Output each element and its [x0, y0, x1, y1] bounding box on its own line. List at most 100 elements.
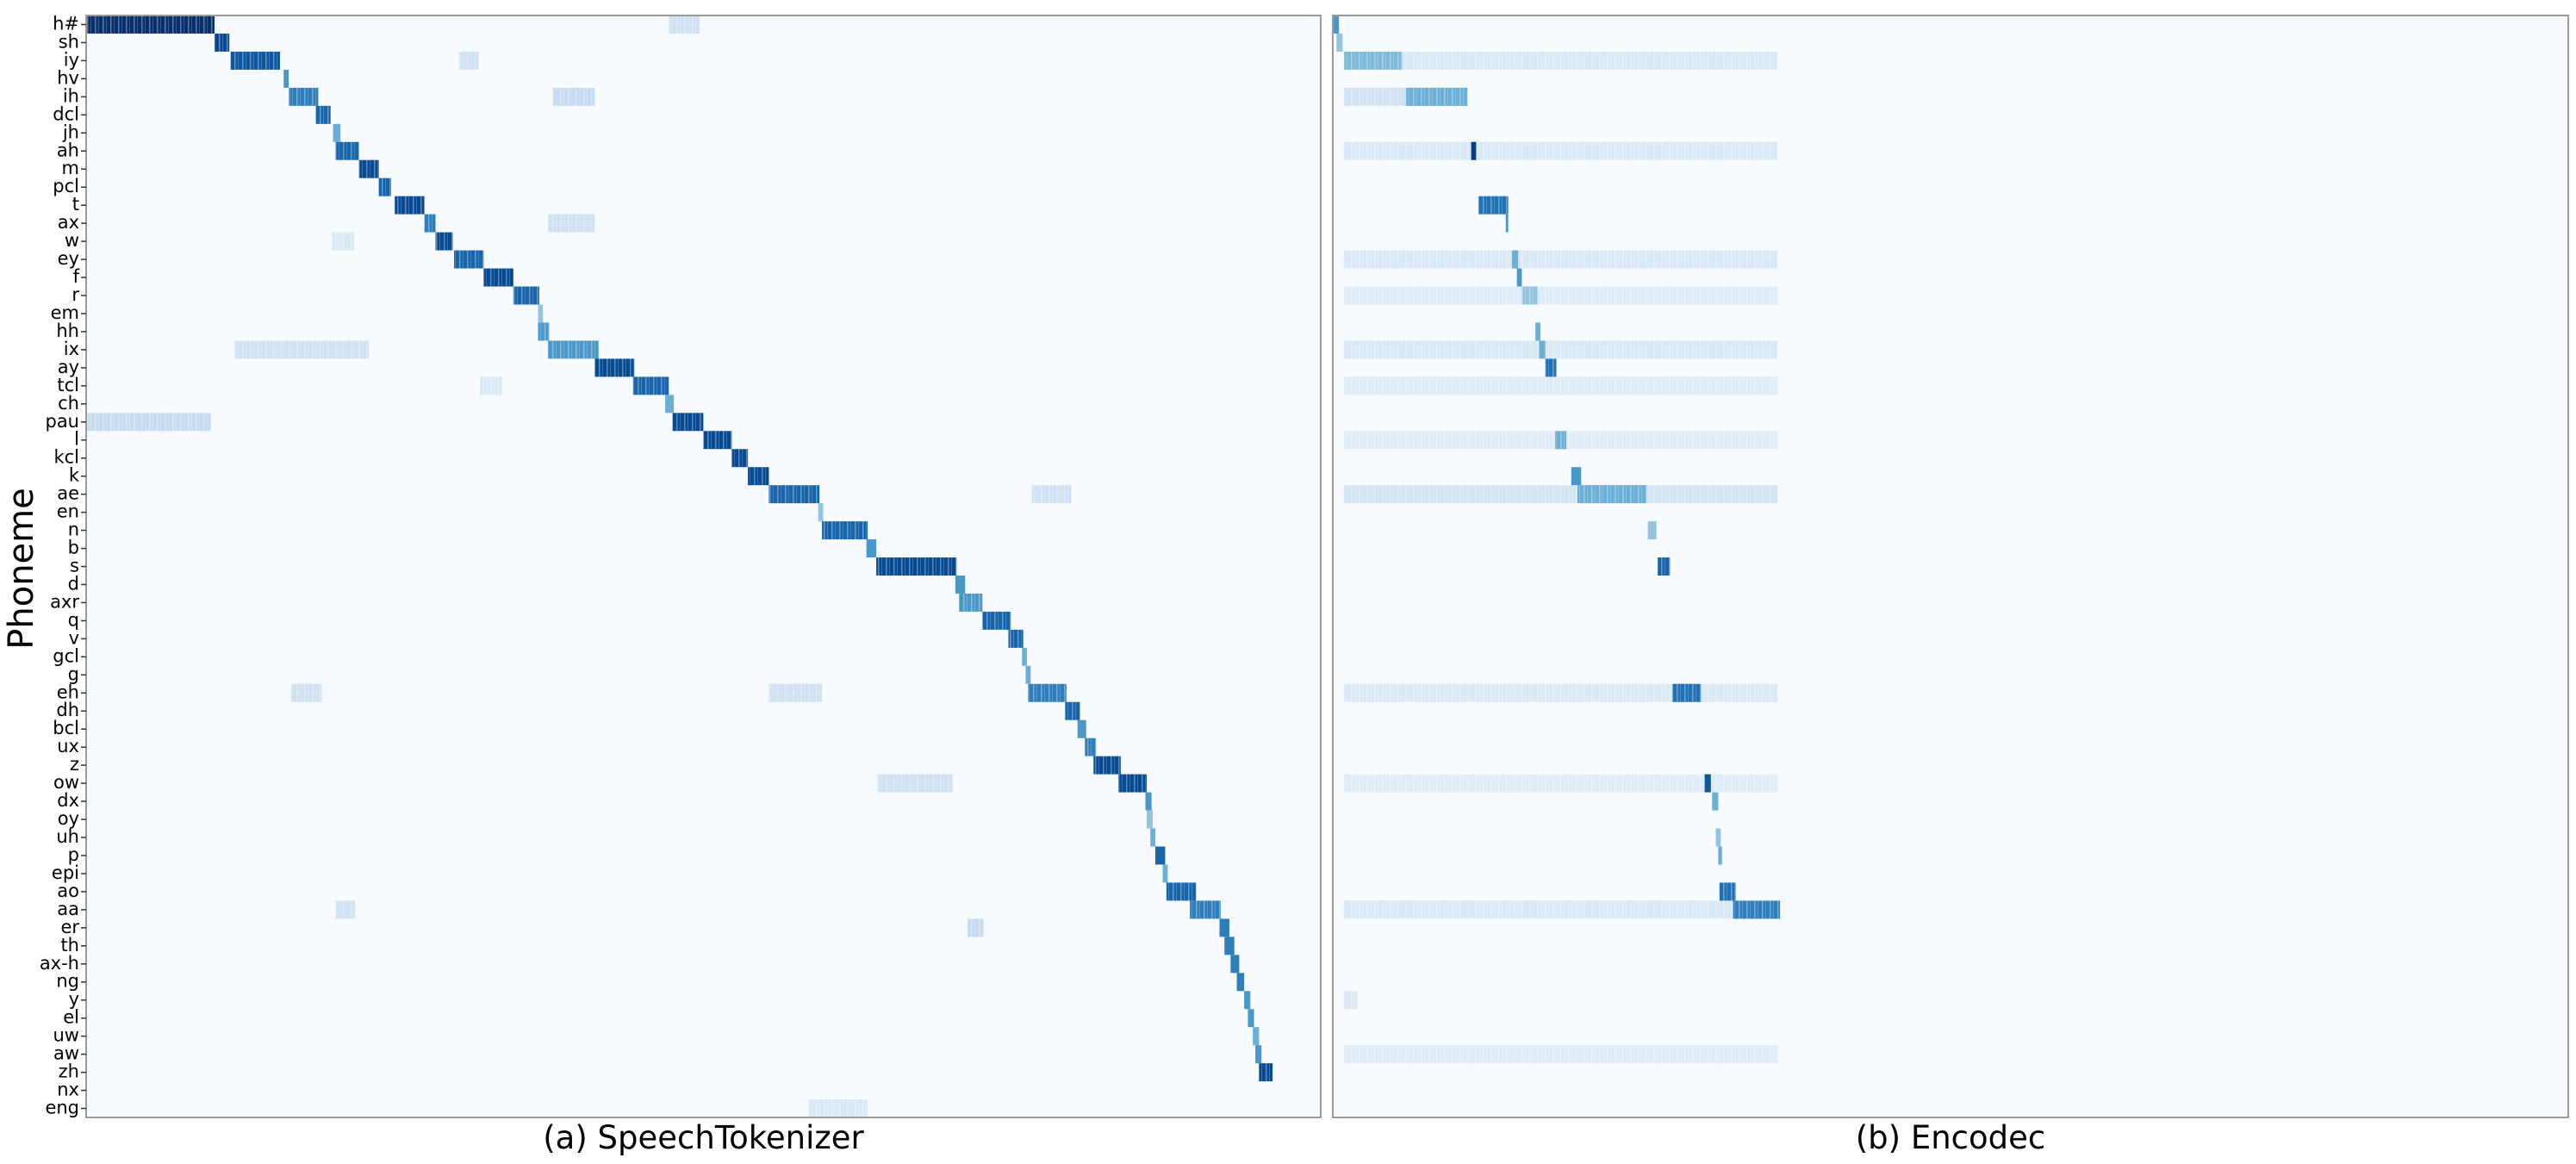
- y-tick-label: y: [69, 989, 79, 1010]
- streak-texture: [1405, 87, 1468, 106]
- streak-texture: [1719, 882, 1736, 901]
- streak-texture: [1166, 882, 1197, 901]
- streak-texture: [1343, 900, 1733, 919]
- streak-texture: [547, 214, 595, 233]
- heatmap-background: [1333, 16, 2568, 1117]
- heatmap-cell: [1539, 340, 1546, 359]
- streak-texture: [1065, 701, 1080, 720]
- streak-texture: [1343, 51, 1403, 70]
- streak-texture: [731, 449, 749, 468]
- heatmap-cell: [866, 539, 877, 558]
- heatmap-cell: [1145, 792, 1152, 811]
- y-tick-label: kcl: [53, 447, 79, 468]
- streak-texture: [968, 918, 984, 937]
- y-tick-label: eng: [45, 1098, 79, 1118]
- y-tick-label: em: [51, 302, 79, 323]
- heatmap-cell: [1077, 719, 1086, 738]
- streak-texture: [424, 214, 436, 233]
- streak-texture: [1402, 51, 1778, 70]
- streak-texture: [552, 87, 595, 106]
- y-tick-label: ow: [53, 772, 79, 793]
- streak-texture: [1085, 738, 1097, 756]
- heatmap-cell: [1336, 33, 1343, 52]
- y-tick-label: epi: [52, 862, 79, 883]
- streak-texture: [358, 159, 379, 178]
- y-tick-label: l: [74, 429, 79, 450]
- streak-texture: [959, 593, 983, 612]
- streak-texture: [513, 286, 539, 305]
- y-tick-label: hh: [56, 321, 79, 341]
- y-tick-label: jh: [62, 121, 79, 142]
- heatmap-cell: [1516, 268, 1522, 287]
- heatmap-cell: [665, 395, 675, 414]
- y-tick-label: tcl: [57, 375, 79, 395]
- y-tick-label: ih: [63, 85, 79, 106]
- y-tick-label: uh: [56, 826, 79, 847]
- y-tick-label: en: [57, 501, 79, 522]
- panel-caption: (b) Encodec: [1856, 1119, 2046, 1156]
- heatmap-cell: [1162, 864, 1168, 883]
- streak-texture: [748, 467, 769, 486]
- streak-texture: [458, 51, 479, 70]
- heatmap-cell: [955, 575, 966, 594]
- streak-texture: [378, 177, 391, 196]
- heatmap-cell: [1244, 991, 1251, 1010]
- streak-texture: [315, 105, 331, 124]
- y-tick-label: ux: [57, 736, 79, 756]
- streak-texture: [1093, 756, 1121, 775]
- y-tick-label: th: [60, 935, 79, 955]
- y-tick-label: pcl: [53, 176, 79, 196]
- streak-texture: [230, 51, 280, 70]
- streak-texture: [768, 683, 823, 702]
- y-tick-label: pau: [45, 411, 79, 432]
- streak-texture: [1577, 485, 1647, 504]
- y-tick-label: eh: [57, 682, 79, 702]
- streak-texture: [1259, 1063, 1273, 1082]
- streak-texture: [1031, 485, 1072, 504]
- y-tick-label: ao: [57, 881, 79, 901]
- heatmap-cell: [818, 503, 824, 522]
- streak-texture: [290, 683, 322, 702]
- heatmap-cell: [1219, 918, 1229, 937]
- y-tick-label: iy: [64, 49, 79, 70]
- y-tick-label: r: [72, 284, 79, 305]
- y-tick-label: p: [68, 844, 79, 865]
- heatmap-cell: [1718, 846, 1722, 865]
- y-tick-label: ae: [57, 483, 79, 504]
- streak-texture: [1672, 683, 1702, 702]
- heatmap-cell: [1511, 250, 1519, 269]
- heatmap-cell: [1248, 1009, 1254, 1028]
- y-tick-label: t: [72, 194, 79, 215]
- y-tick-label: ah: [57, 140, 79, 160]
- streak-texture: [395, 196, 425, 215]
- y-tick-label: oy: [58, 808, 79, 829]
- y-tick-label: z: [70, 754, 79, 775]
- panel-caption: (a) SpeechTokenizer: [543, 1119, 864, 1156]
- heatmap-cell: [1255, 1045, 1262, 1064]
- heatmap-cell: [1022, 647, 1027, 666]
- streak-texture: [1521, 286, 1539, 305]
- y-tick-label: g: [68, 663, 79, 684]
- y-tick-label: aa: [57, 899, 79, 919]
- streak-texture: [1658, 557, 1671, 576]
- heatmap-cell: [1146, 810, 1154, 829]
- streak-texture: [480, 377, 502, 395]
- y-tick-label: s: [70, 556, 79, 576]
- y-tick-label: ey: [58, 248, 79, 269]
- y-tick-label: bcl: [53, 718, 79, 738]
- heatmap-cell: [1150, 828, 1155, 847]
- heatmap-cell: [1025, 665, 1031, 684]
- y-tick-label: ax-h: [40, 953, 79, 974]
- streak-texture: [808, 1099, 868, 1117]
- streak-texture: [1555, 431, 1567, 450]
- heatmap-cell: [333, 123, 341, 142]
- streak-texture: [1478, 196, 1509, 215]
- y-tick-label: aw: [53, 1043, 79, 1064]
- y-tick-label: nx: [57, 1080, 79, 1100]
- heatmap-cell: [283, 69, 289, 88]
- y-tick-label: w: [65, 230, 79, 251]
- streak-texture: [538, 322, 550, 341]
- heatmap-cell: [1704, 774, 1711, 793]
